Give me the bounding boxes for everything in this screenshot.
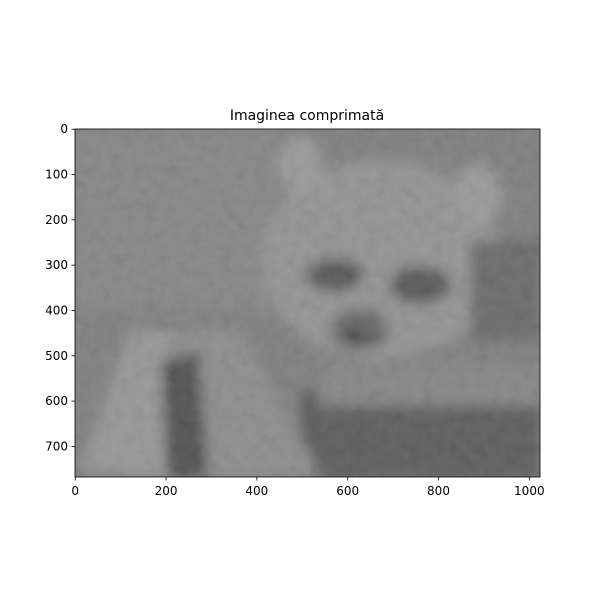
- x-tick-label: 0: [71, 484, 79, 498]
- y-tick-label: 300: [45, 258, 68, 272]
- y-tick-label: 100: [45, 168, 68, 182]
- x-tick-label: 200: [155, 484, 178, 498]
- y-tick-label: 600: [45, 394, 68, 408]
- x-tick-label: 400: [245, 484, 268, 498]
- x-tick-label: 600: [336, 484, 359, 498]
- y-tick-label: 700: [45, 439, 68, 453]
- y-tick-label: 400: [45, 303, 68, 317]
- x-tick-label: 800: [427, 484, 450, 498]
- y-tick-label: 0: [60, 122, 68, 136]
- y-tick-label: 500: [45, 349, 68, 363]
- x-tick-label: 1000: [514, 484, 545, 498]
- axes-frame: [74, 128, 541, 478]
- y-tick-label: 200: [45, 213, 68, 227]
- chart-title: Imaginea comprimată: [230, 108, 384, 124]
- image: [75, 129, 540, 477]
